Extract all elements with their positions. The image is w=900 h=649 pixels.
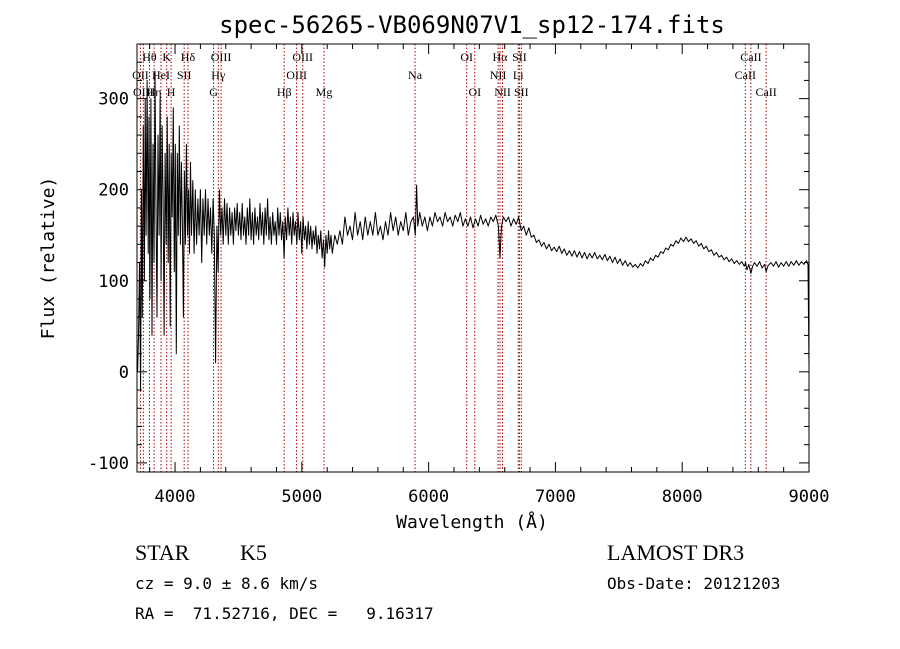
marker-label-6: Hδ <box>181 50 196 64</box>
y-axis: -100 0 100 200 300 <box>88 61 809 474</box>
x-tick-label-1: 5000 <box>281 487 322 507</box>
redshift-readout: cz = 9.0 ± 8.6 km/s <box>135 574 319 593</box>
y-tick-label-0: -100 <box>88 454 129 474</box>
marker-label-25: CaII <box>735 68 756 82</box>
spectrum-series <box>137 70 810 391</box>
marker-label-24: SII <box>514 85 529 99</box>
marker-label-19: Hα <box>493 50 509 64</box>
y-tick-label-1: 0 <box>119 363 129 383</box>
marker-label-0: Hθ <box>142 50 157 64</box>
plot-frame <box>136 43 810 473</box>
marker-label-20: NII <box>490 68 507 82</box>
y-tick-label-4: 300 <box>98 90 129 110</box>
observation-date: Obs-Date: 20121203 <box>607 574 781 593</box>
marker-label-8: H <box>167 85 176 99</box>
marker-label-17: OI <box>460 50 473 64</box>
x-tick-label-0: 4000 <box>155 487 196 507</box>
marker-label-13: OIII <box>286 68 307 82</box>
marker-label-21: NII <box>494 85 511 99</box>
marker-label-18: OI <box>468 85 481 99</box>
marker-label-22: SII <box>512 50 527 64</box>
marker-label-10: Hγ <box>211 68 226 82</box>
x-tick-label-2: 6000 <box>408 487 449 507</box>
coordinates-readout: RA = 71.52716, DEC = 9.16317 <box>135 604 434 623</box>
marker-label-14: Hβ <box>277 85 292 99</box>
x-axis: 4000 5000 6000 7000 8000 9000 <box>149 44 830 507</box>
x-tick-label-5: 9000 <box>789 487 830 507</box>
marker-label-26: CaII <box>740 50 761 64</box>
marker-label-16: Na <box>408 68 423 82</box>
marker-label-5: Hη <box>147 85 162 99</box>
marker-label-27: CaII <box>755 85 776 99</box>
spectral-subclass: K5 <box>240 540 267 565</box>
marker-label-4: HeI <box>152 68 170 82</box>
marker-label-23: Li <box>513 68 524 82</box>
marker-label-3: K <box>162 50 171 64</box>
survey-name: LAMOST DR3 <box>607 540 745 565</box>
marker-label-7: SII <box>177 68 192 82</box>
object-type: STAR <box>135 540 190 565</box>
marker-label-11: G <box>209 85 218 99</box>
x-tick-label-4: 8000 <box>662 487 703 507</box>
y-axis-label: Flux (relative) <box>38 177 59 340</box>
marker-label-1: OII <box>132 68 149 82</box>
chart-title: spec-56265-VB069N07V1_sp12-174.fits <box>219 11 725 39</box>
marker-label-12: OIII <box>292 50 313 64</box>
y-tick-label-3: 200 <box>98 181 129 201</box>
marker-label-2: OIII <box>133 85 154 99</box>
spectrum-line <box>137 70 810 391</box>
marker-label-15: Mg <box>316 85 333 99</box>
x-axis-label: Wavelength (Å) <box>396 511 548 533</box>
marker-label-9: OIII <box>211 50 232 64</box>
y-tick-label-2: 100 <box>98 272 129 292</box>
x-tick-label-3: 7000 <box>535 487 576 507</box>
